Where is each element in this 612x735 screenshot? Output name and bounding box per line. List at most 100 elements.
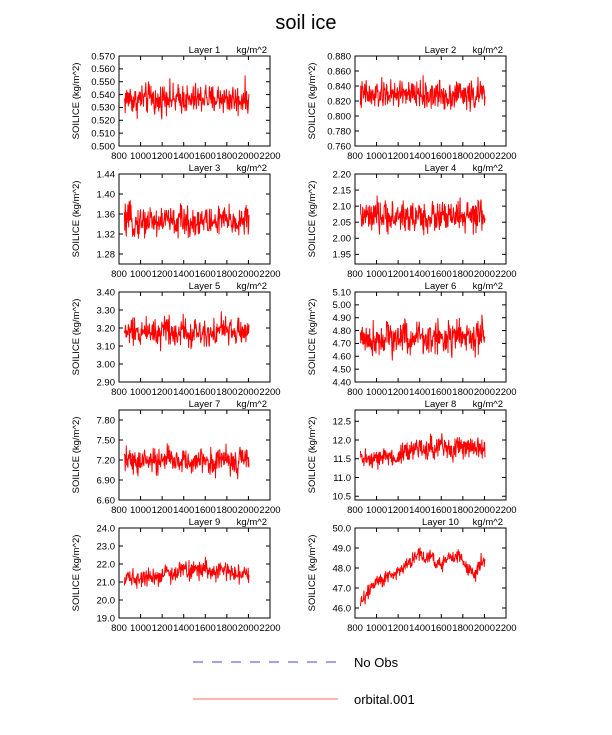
x-tick-label: 2000 [238, 623, 259, 634]
x-tick-label: 1200 [388, 623, 409, 634]
y-tick-label: 0.880 [327, 51, 351, 62]
y-tick-label: 0.530 [91, 103, 115, 114]
x-tick-label: 1800 [216, 387, 237, 398]
series-line [123, 556, 250, 589]
x-tick-label: 1400 [409, 623, 430, 634]
x-tick-label: 800 [347, 623, 363, 634]
panel-layer-10: Layer 10 kg/m^2 SOILICE (kg/m^2) 800 1000 120… [307, 517, 517, 634]
x-tick-label: 1000 [130, 505, 151, 516]
x-tick-label: 800 [347, 269, 363, 280]
panel-units: kg/m^2 [473, 399, 503, 410]
x-tick-label: 2000 [238, 505, 259, 516]
x-tick-label: 1000 [130, 387, 151, 398]
x-tick-label: 2200 [495, 269, 516, 280]
x-tick-label: 1400 [173, 269, 194, 280]
x-tick-label: 1400 [173, 505, 194, 516]
x-tick-label: 800 [111, 387, 127, 398]
x-tick-label: 1000 [130, 269, 151, 280]
y-tick-label: 2.20 [333, 169, 352, 180]
y-tick-label: 10.5 [333, 492, 352, 503]
y-tick-label: 19.0 [97, 613, 116, 624]
y-tick-label: 1.36 [97, 209, 116, 220]
x-tick-label: 1000 [366, 269, 387, 280]
x-tick-label: 800 [347, 387, 363, 398]
panel-layer-8: Layer 8 kg/m^2 SOILICE (kg/m^2) 800 1000 1200… [307, 399, 517, 516]
y-tick-label: 4.70 [333, 339, 352, 350]
y-tick-label: 46.0 [333, 603, 352, 614]
y-tick-label: 3.40 [97, 287, 116, 298]
y-tick-label: 3.10 [97, 341, 116, 352]
y-tick-label: 0.820 [327, 96, 351, 107]
y-tick-label: 47.0 [333, 583, 352, 594]
y-axis-label: SOILICE (kg/m^2) [307, 535, 318, 612]
y-tick-label: 12.0 [333, 435, 352, 446]
x-tick-label: 1800 [452, 269, 473, 280]
panel-title: Layer 7 [189, 399, 221, 410]
series-line [359, 314, 486, 361]
x-tick-label: 1800 [216, 623, 237, 634]
x-tick-label: 1800 [216, 505, 237, 516]
y-tick-label: 0.520 [91, 116, 115, 127]
figure-title: soil ice [275, 12, 336, 34]
panel-title: Layer 5 [189, 281, 221, 292]
x-tick-label: 1400 [409, 387, 430, 398]
series-line [359, 75, 486, 112]
x-tick-label: 1800 [452, 151, 473, 162]
y-tick-label: 49.0 [333, 543, 352, 554]
panel-layer-5: Layer 5 kg/m^2 SOILICE (kg/m^2) 800 1000 1200… [71, 281, 281, 398]
series-line [359, 547, 486, 607]
panel-title: Layer 9 [189, 517, 221, 528]
x-tick-label: 1200 [152, 269, 173, 280]
panel-layer-7: Layer 7 kg/m^2 SOILICE (kg/m^2) 800 1000 1200… [71, 399, 281, 516]
y-tick-label: 4.80 [333, 326, 352, 337]
legend-label-no-obs: No Obs [354, 655, 399, 670]
x-tick-label: 2000 [474, 151, 495, 162]
panel-title: Layer 1 [189, 45, 221, 56]
x-tick-label: 1200 [152, 623, 173, 634]
panel-units: kg/m^2 [473, 45, 503, 56]
panel-title: Layer 4 [425, 163, 457, 174]
y-tick-label: 0.550 [91, 77, 115, 88]
x-tick-label: 1200 [152, 505, 173, 516]
x-tick-label: 2200 [495, 151, 516, 162]
x-tick-label: 1800 [452, 505, 473, 516]
panel-units: kg/m^2 [473, 517, 503, 528]
y-tick-label: 7.80 [97, 415, 116, 426]
plot-frame [118, 55, 271, 147]
x-tick-label: 2200 [259, 505, 280, 516]
y-axis-label: SOILICE (kg/m^2) [307, 417, 318, 494]
panel-units: kg/m^2 [237, 281, 267, 292]
x-tick-label: 1400 [409, 505, 430, 516]
y-tick-label: 6.90 [97, 475, 116, 486]
panel-units: kg/m^2 [237, 399, 267, 410]
panel-title: Layer 8 [425, 399, 457, 410]
panel-layer-4: Layer 4 kg/m^2 SOILICE (kg/m^2) 800 1000 1200… [307, 163, 517, 280]
x-tick-label: 1400 [409, 269, 430, 280]
x-tick-label: 2200 [495, 505, 516, 516]
x-tick-label: 1200 [388, 269, 409, 280]
y-tick-label: 0.570 [91, 51, 115, 62]
x-tick-label: 1600 [431, 505, 452, 516]
x-tick-label: 2200 [259, 387, 280, 398]
x-tick-label: 1000 [366, 505, 387, 516]
x-tick-label: 1600 [195, 623, 216, 634]
y-tick-label: 1.40 [97, 189, 116, 200]
x-tick-label: 1600 [431, 623, 452, 634]
x-tick-label: 1400 [409, 151, 430, 162]
y-tick-label: 12.5 [333, 417, 352, 428]
plot-frame [354, 173, 507, 265]
x-tick-label: 1400 [173, 623, 194, 634]
x-tick-label: 1000 [366, 151, 387, 162]
y-axis-label: SOILICE (kg/m^2) [71, 63, 82, 140]
x-tick-label: 1600 [195, 151, 216, 162]
x-tick-label: 1200 [388, 505, 409, 516]
y-tick-label: 48.0 [333, 563, 352, 574]
x-tick-label: 1600 [195, 269, 216, 280]
x-tick-label: 2000 [474, 623, 495, 634]
x-tick-label: 2000 [238, 387, 259, 398]
x-tick-label: 1600 [195, 387, 216, 398]
x-tick-label: 1800 [452, 623, 473, 634]
series-line [123, 443, 250, 480]
x-tick-label: 1200 [152, 151, 173, 162]
